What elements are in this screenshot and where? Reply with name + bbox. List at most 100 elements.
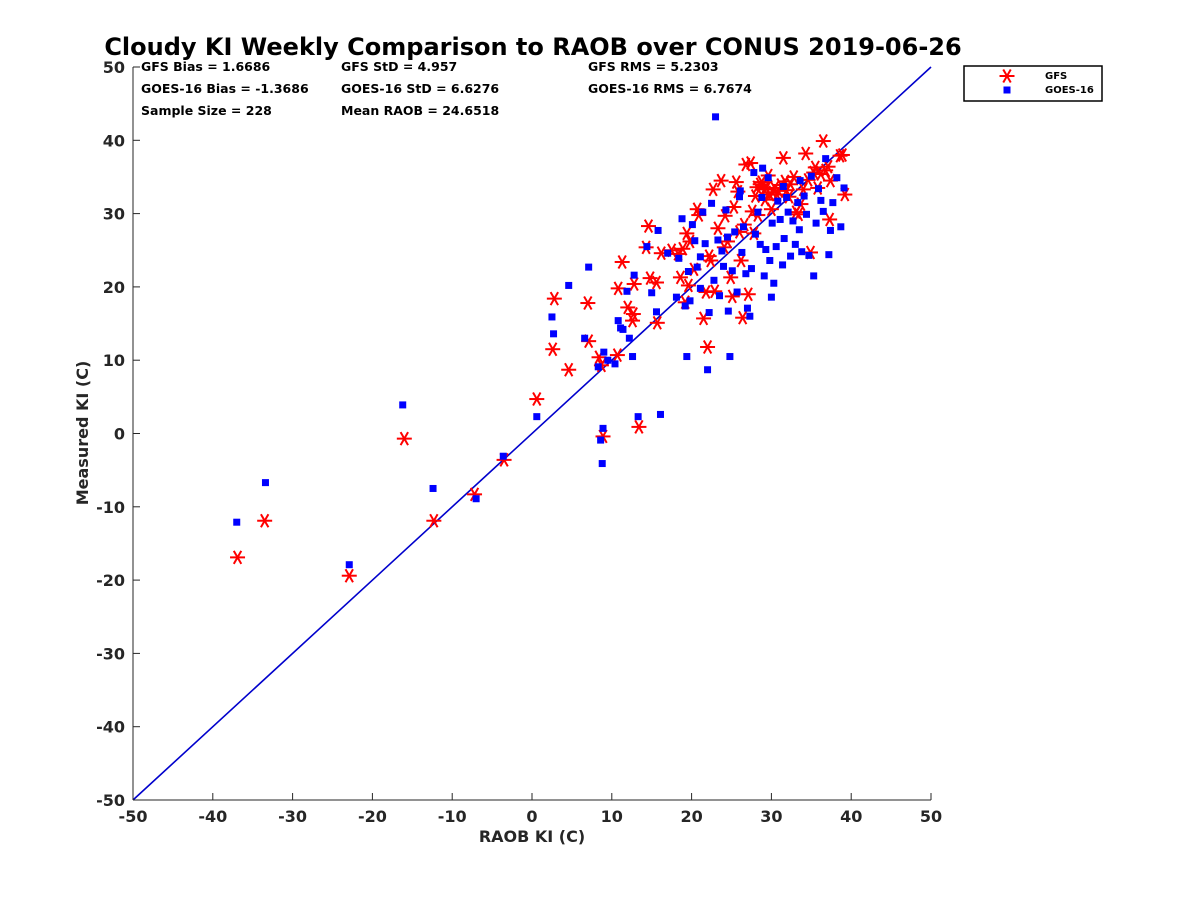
gfs-point bbox=[710, 221, 726, 236]
goes16-point bbox=[714, 236, 722, 244]
legend-gfs-asterisk bbox=[999, 69, 1015, 83]
goes16-point bbox=[784, 208, 792, 216]
goes16-point bbox=[728, 267, 736, 275]
gfs-point bbox=[775, 150, 791, 165]
goes16-point bbox=[803, 210, 811, 218]
goes16-point bbox=[708, 199, 716, 207]
goes16-point bbox=[684, 268, 692, 276]
gfs-point bbox=[631, 419, 647, 434]
goes16-point bbox=[833, 174, 841, 182]
goes16-point bbox=[772, 243, 780, 251]
gfs-point bbox=[703, 253, 719, 268]
x-tick-label: -50 bbox=[119, 807, 148, 826]
goes16-point bbox=[766, 257, 774, 265]
goes16-point bbox=[800, 192, 808, 200]
goes16-point bbox=[597, 436, 605, 444]
goes16-point bbox=[625, 334, 633, 342]
gfs-point bbox=[257, 513, 273, 528]
gfs-point bbox=[820, 159, 836, 174]
data-points-layer bbox=[230, 113, 853, 583]
goes16-point bbox=[233, 518, 241, 526]
goes16-point bbox=[688, 221, 696, 229]
stats-block: GFS Bias = 1.6686 GFS StD = 4.957 GFS RM… bbox=[141, 59, 752, 118]
x-tick-label: 50 bbox=[920, 807, 942, 826]
goes16-point bbox=[733, 288, 741, 296]
y-axis-label: Measured KI (C) bbox=[73, 361, 92, 506]
goes16-point bbox=[810, 272, 818, 280]
gfs-point bbox=[763, 202, 779, 217]
legend: GFS GOES-16 bbox=[963, 65, 1103, 102]
gfs-point bbox=[798, 146, 814, 161]
stat-gfs-rms: GFS RMS = 5.2303 bbox=[588, 59, 719, 74]
gfs-point bbox=[648, 275, 664, 290]
goes16-point bbox=[787, 252, 795, 260]
legend-goes16-square bbox=[1003, 86, 1011, 94]
gfs-point bbox=[815, 134, 831, 149]
goes16-point bbox=[599, 424, 607, 432]
goes16-point bbox=[783, 193, 791, 201]
gfs-point bbox=[609, 348, 625, 363]
goes16-point bbox=[648, 289, 656, 297]
gfs-point bbox=[614, 254, 630, 269]
goes16-point bbox=[345, 561, 353, 569]
gfs-point bbox=[743, 156, 759, 171]
goes16-point bbox=[776, 215, 784, 223]
goes16-point bbox=[614, 317, 622, 325]
goes16-point bbox=[533, 413, 541, 421]
goes16-point bbox=[739, 223, 747, 231]
legend-gfs-marker bbox=[999, 69, 1015, 83]
goes16-point bbox=[656, 410, 664, 418]
goes16-point bbox=[705, 309, 713, 317]
goes16-point bbox=[720, 262, 728, 270]
y-tick-label: -40 bbox=[96, 718, 125, 737]
stat-goes-rms: GOES-16 RMS = 6.7674 bbox=[588, 81, 752, 96]
goes16-point bbox=[767, 293, 775, 301]
goes16-point bbox=[829, 199, 837, 207]
legend-box bbox=[963, 65, 1103, 102]
x-tick-label: -10 bbox=[438, 807, 467, 826]
gfs-point bbox=[341, 568, 357, 583]
gfs-point bbox=[807, 160, 823, 175]
goes16-point bbox=[699, 208, 707, 216]
stat-goes-std: GOES-16 StD = 6.6276 bbox=[341, 81, 499, 96]
gfs-point bbox=[754, 175, 770, 190]
goes16-point bbox=[756, 240, 764, 248]
goes16-point bbox=[817, 196, 825, 204]
goes16-point bbox=[791, 240, 799, 248]
goes16-point bbox=[746, 312, 754, 320]
goes16-point bbox=[807, 172, 815, 180]
gfs-point bbox=[705, 182, 721, 197]
goes16-point bbox=[399, 401, 407, 409]
goes16-point bbox=[754, 208, 762, 216]
gfs-point bbox=[672, 270, 688, 285]
gfs-point bbox=[545, 342, 561, 357]
goes16-point bbox=[779, 261, 787, 269]
goes16-point bbox=[701, 240, 709, 248]
y-tick-label: -20 bbox=[96, 571, 125, 590]
x-axis-label: RAOB KI (C) bbox=[479, 827, 585, 846]
gfs-point bbox=[733, 253, 749, 268]
y-tick-label: 10 bbox=[103, 351, 125, 370]
goes16-point bbox=[731, 228, 739, 236]
gfs-point bbox=[713, 173, 729, 188]
goes16-point bbox=[826, 226, 834, 234]
goes16-point bbox=[604, 356, 612, 364]
goes16-point bbox=[735, 193, 743, 201]
goes16-point bbox=[724, 233, 732, 241]
goes16-point bbox=[630, 271, 638, 279]
ticks-layer: -50 -40 -30 -20 -10 0 10 20 30 40 50 -50 -40 -30 -20 -1… bbox=[96, 58, 942, 826]
y-tick-label: 0 bbox=[114, 425, 125, 444]
goes16-point bbox=[696, 253, 704, 261]
legend-gfs-label: GFS bbox=[1045, 71, 1067, 82]
gfs-point bbox=[620, 300, 636, 315]
goes16-point bbox=[472, 495, 480, 503]
goes16-point bbox=[598, 460, 606, 468]
goes16-point bbox=[798, 248, 806, 256]
gfs-point bbox=[626, 276, 642, 291]
y-tick-label: -10 bbox=[96, 498, 125, 517]
goes16-point bbox=[789, 217, 797, 225]
gfs-point bbox=[786, 169, 802, 184]
goes16-point bbox=[585, 263, 593, 271]
goes16-point bbox=[768, 219, 776, 227]
